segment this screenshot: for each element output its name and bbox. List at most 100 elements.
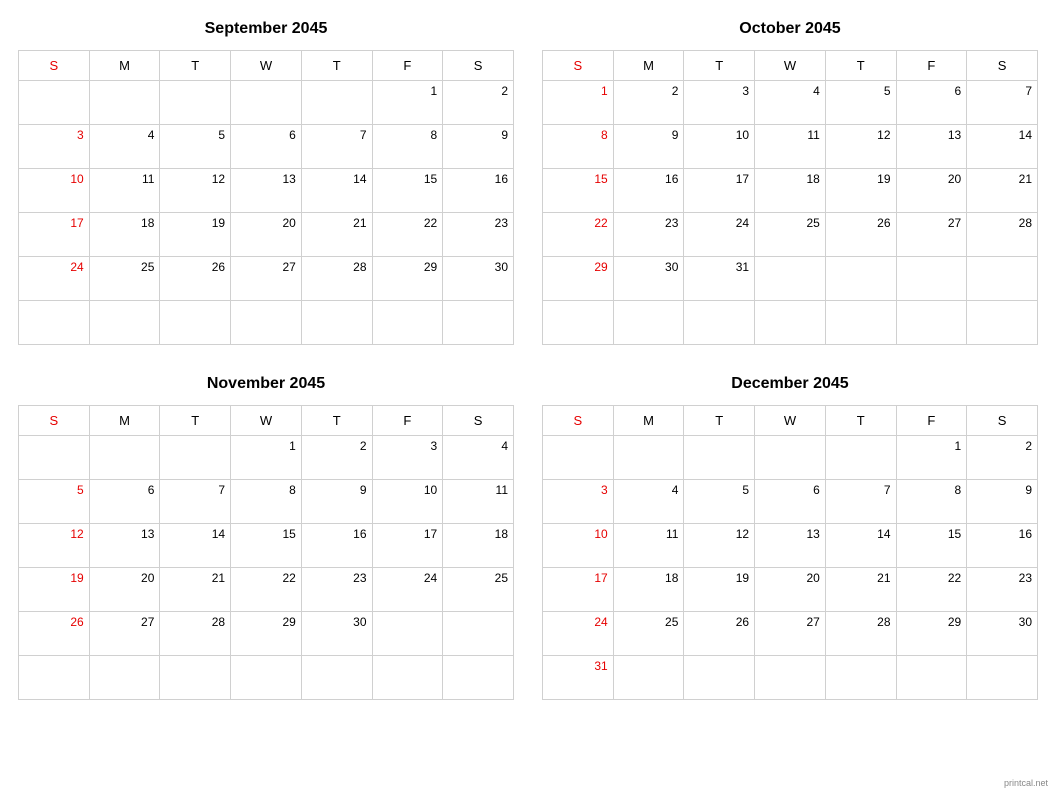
month-block: November 2045SMTWTFS12345678910111213141… (18, 375, 514, 700)
day-cell: 17 (543, 568, 614, 612)
calendar-table: SMTWTFS123456789101112131415161718192021… (542, 50, 1038, 345)
table-row: 12 (19, 81, 514, 125)
day-header: T (301, 51, 372, 81)
day-cell: 15 (372, 169, 443, 213)
day-cell (301, 301, 372, 345)
day-header: F (896, 51, 967, 81)
day-cell: 19 (160, 213, 231, 257)
table-row: 3456789 (19, 125, 514, 169)
month-block: September 2045SMTWTFS1234567891011121314… (18, 20, 514, 345)
day-cell: 15 (896, 524, 967, 568)
day-cell (755, 301, 826, 345)
day-cell: 23 (301, 568, 372, 612)
day-cell: 21 (825, 568, 896, 612)
day-cell: 2 (301, 436, 372, 480)
day-cell: 2 (613, 81, 684, 125)
day-cell: 26 (19, 612, 90, 656)
day-cell (684, 656, 755, 700)
table-row: 1234567 (543, 81, 1038, 125)
day-cell: 23 (443, 213, 514, 257)
day-cell: 4 (89, 125, 160, 169)
day-cell: 3 (19, 125, 90, 169)
day-header: S (443, 406, 514, 436)
table-row: 2627282930 (19, 612, 514, 656)
day-cell: 9 (967, 480, 1038, 524)
day-header: M (89, 51, 160, 81)
day-cell (443, 612, 514, 656)
day-cell: 6 (755, 480, 826, 524)
month-title: September 2045 (18, 20, 514, 38)
day-cell: 7 (825, 480, 896, 524)
day-cell: 3 (684, 81, 755, 125)
calendar-grid: September 2045SMTWTFS1234567891011121314… (18, 20, 1038, 700)
table-row: 24252627282930 (19, 257, 514, 301)
day-cell (825, 257, 896, 301)
day-cell: 19 (19, 568, 90, 612)
day-cell: 7 (160, 480, 231, 524)
day-cell: 17 (372, 524, 443, 568)
day-cell (755, 257, 826, 301)
day-cell: 22 (543, 213, 614, 257)
day-cell: 23 (613, 213, 684, 257)
table-row (19, 301, 514, 345)
day-cell: 22 (372, 213, 443, 257)
table-row (19, 656, 514, 700)
day-cell: 22 (896, 568, 967, 612)
month-title: December 2045 (542, 375, 1038, 393)
day-header: S (19, 406, 90, 436)
day-cell: 16 (443, 169, 514, 213)
day-cell (89, 656, 160, 700)
table-row (543, 301, 1038, 345)
day-cell (896, 301, 967, 345)
day-header: F (372, 406, 443, 436)
day-cell: 20 (89, 568, 160, 612)
day-cell (825, 436, 896, 480)
day-cell (443, 656, 514, 700)
day-cell: 12 (160, 169, 231, 213)
table-row: 31 (543, 656, 1038, 700)
day-header: S (967, 406, 1038, 436)
table-row: 567891011 (19, 480, 514, 524)
day-cell: 29 (896, 612, 967, 656)
day-cell (89, 301, 160, 345)
day-cell (160, 656, 231, 700)
day-cell: 14 (160, 524, 231, 568)
day-cell: 28 (301, 257, 372, 301)
day-cell: 12 (825, 125, 896, 169)
table-row: 17181920212223 (19, 213, 514, 257)
day-cell: 7 (967, 81, 1038, 125)
day-cell (896, 257, 967, 301)
month-title: October 2045 (542, 20, 1038, 38)
day-cell: 4 (613, 480, 684, 524)
day-cell: 19 (825, 169, 896, 213)
day-cell (372, 301, 443, 345)
table-row: 17181920212223 (543, 568, 1038, 612)
day-header: M (613, 51, 684, 81)
day-cell: 27 (896, 213, 967, 257)
day-cell: 27 (755, 612, 826, 656)
day-cell (967, 257, 1038, 301)
day-cell: 28 (160, 612, 231, 656)
day-header: W (231, 406, 302, 436)
day-cell: 31 (684, 257, 755, 301)
day-cell: 6 (89, 480, 160, 524)
table-row: 3456789 (543, 480, 1038, 524)
day-header: T (160, 406, 231, 436)
month-block: October 2045SMTWTFS123456789101112131415… (542, 20, 1038, 345)
day-cell: 25 (89, 257, 160, 301)
day-cell (160, 436, 231, 480)
day-cell (231, 301, 302, 345)
day-cell: 12 (19, 524, 90, 568)
day-cell: 16 (967, 524, 1038, 568)
day-cell: 5 (825, 81, 896, 125)
day-cell: 17 (684, 169, 755, 213)
day-cell (896, 656, 967, 700)
day-cell: 2 (967, 436, 1038, 480)
day-header: S (443, 51, 514, 81)
day-cell (89, 436, 160, 480)
day-cell (684, 436, 755, 480)
day-cell: 20 (896, 169, 967, 213)
day-header: T (825, 406, 896, 436)
day-header: S (19, 51, 90, 81)
day-cell: 25 (443, 568, 514, 612)
